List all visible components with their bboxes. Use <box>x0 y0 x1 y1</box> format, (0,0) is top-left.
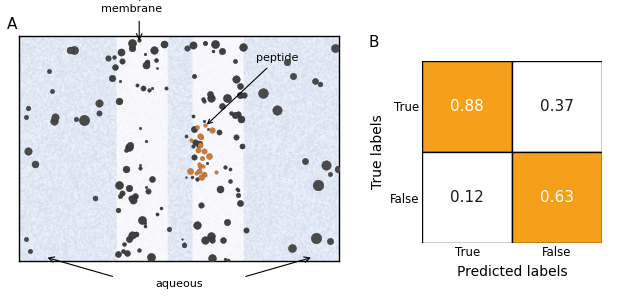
Text: aqueous: aqueous <box>156 279 203 289</box>
Bar <box>422 61 512 152</box>
X-axis label: Predicted labels: Predicted labels <box>457 264 567 278</box>
Bar <box>422 152 512 243</box>
Text: 0.37: 0.37 <box>540 99 573 114</box>
Text: 0.12: 0.12 <box>451 190 484 205</box>
Text: 3:1 POPC/POPG
membrane: 3:1 POPC/POPG membrane <box>88 0 174 14</box>
Bar <box>512 61 602 152</box>
Bar <box>512 152 602 243</box>
Text: 0.88: 0.88 <box>451 99 484 114</box>
Text: peptide: peptide <box>208 54 298 124</box>
Text: B: B <box>369 35 379 50</box>
Text: 0.63: 0.63 <box>540 190 574 205</box>
Text: A: A <box>6 17 17 32</box>
Y-axis label: True labels: True labels <box>371 115 385 189</box>
